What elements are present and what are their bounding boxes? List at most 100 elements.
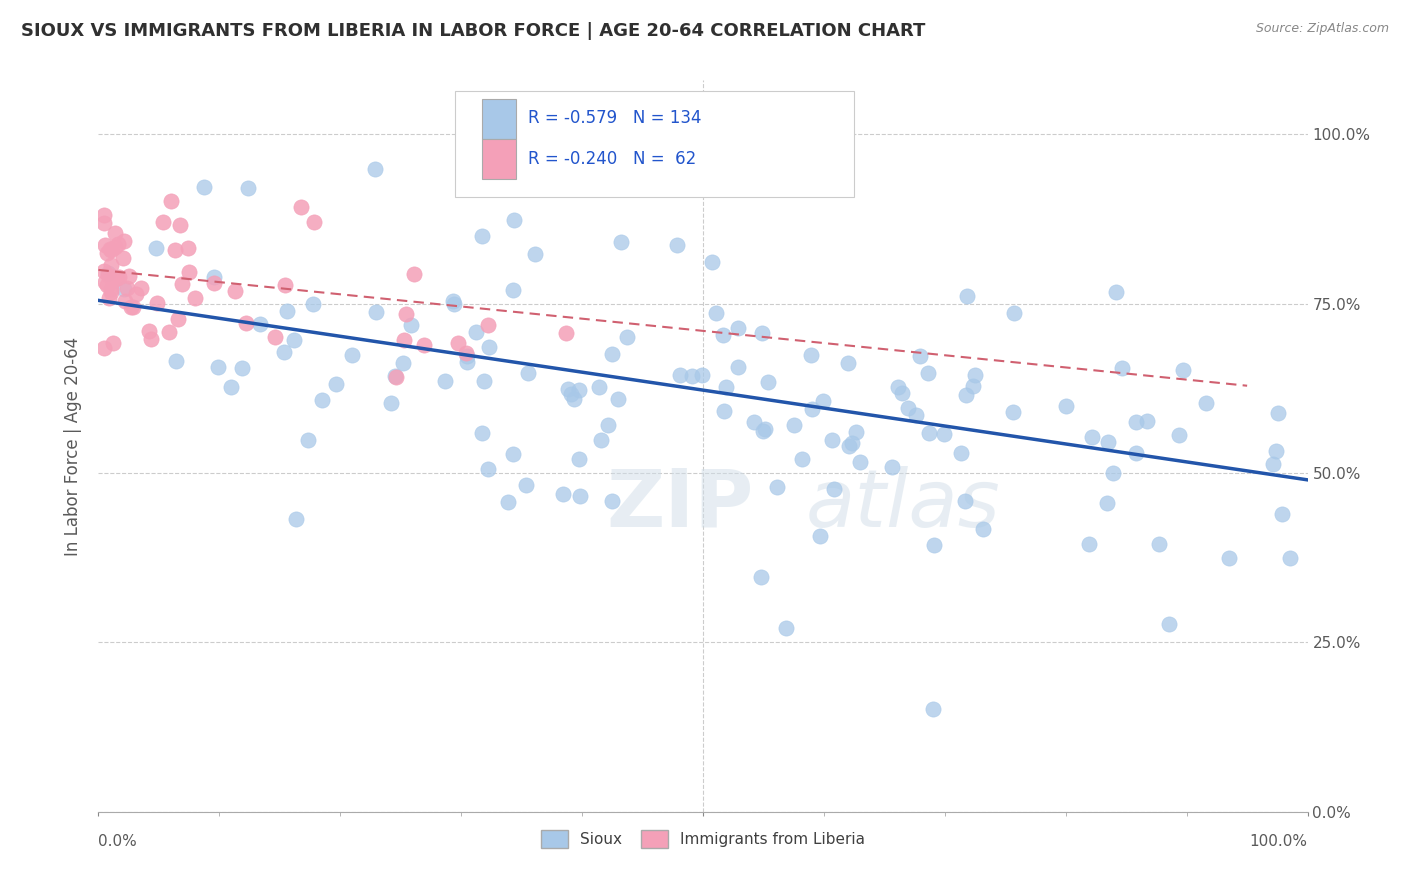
Point — [682, 368, 704, 383]
Point — [598, 417, 620, 432]
Point — [129, 281, 152, 295]
Text: R = -0.240   N =  62: R = -0.240 N = 62 — [527, 150, 696, 168]
Point — [145, 241, 167, 255]
Point — [202, 276, 225, 290]
Point — [101, 275, 124, 289]
Point — [276, 304, 298, 318]
Point — [568, 383, 591, 397]
Point — [765, 480, 787, 494]
Point — [727, 321, 749, 335]
Point — [184, 291, 207, 305]
Point — [921, 702, 943, 716]
Point — [557, 382, 579, 396]
Point — [962, 379, 984, 393]
Point — [93, 264, 115, 278]
Point — [139, 332, 162, 346]
Point — [302, 297, 325, 311]
Point — [742, 415, 765, 429]
FancyBboxPatch shape — [482, 99, 516, 139]
Point — [1002, 306, 1025, 320]
Point — [111, 252, 134, 266]
Point — [159, 194, 181, 209]
Point — [775, 621, 797, 635]
Point — [1271, 507, 1294, 521]
Point — [711, 327, 734, 342]
Point — [471, 229, 494, 244]
Point — [96, 278, 118, 293]
Point — [1195, 396, 1218, 410]
Point — [163, 243, 186, 257]
Point — [434, 374, 457, 388]
Point — [567, 452, 589, 467]
Point — [897, 401, 920, 416]
Point — [169, 218, 191, 232]
Point — [177, 242, 200, 256]
Point — [1278, 550, 1301, 565]
Point — [1097, 434, 1119, 449]
Point — [1095, 496, 1118, 510]
Point — [104, 240, 127, 254]
Point — [524, 246, 547, 260]
Point — [560, 387, 582, 401]
Point — [908, 350, 931, 364]
Point — [502, 213, 524, 227]
Text: 100.0%: 100.0% — [1250, 834, 1308, 848]
Point — [808, 529, 831, 543]
Point — [519, 163, 541, 178]
Point — [249, 317, 271, 331]
Point — [456, 349, 478, 363]
Point — [285, 512, 308, 526]
Point — [953, 494, 976, 508]
Point — [412, 338, 434, 352]
Point — [402, 268, 425, 282]
Point — [1267, 407, 1289, 421]
Point — [380, 396, 402, 410]
Point — [100, 285, 122, 300]
Point — [93, 341, 115, 355]
Point — [616, 330, 638, 344]
Point — [606, 392, 628, 406]
Point — [166, 311, 188, 326]
Text: Source: ZipAtlas.com: Source: ZipAtlas.com — [1256, 22, 1389, 36]
Point — [96, 245, 118, 260]
Y-axis label: In Labor Force | Age 20-64: In Labor Force | Age 20-64 — [65, 336, 83, 556]
Point — [97, 266, 120, 280]
Point — [845, 425, 868, 439]
Point — [1101, 466, 1123, 480]
Point — [179, 265, 201, 279]
Point — [100, 243, 122, 257]
Point — [118, 268, 141, 283]
Point — [193, 180, 215, 194]
Point — [363, 161, 385, 176]
Point — [325, 376, 347, 391]
Point — [157, 325, 180, 339]
Point — [165, 354, 187, 368]
Point — [391, 356, 413, 370]
Point — [472, 375, 495, 389]
Point — [690, 368, 713, 383]
Point — [1081, 430, 1104, 444]
Point — [112, 235, 135, 249]
Point — [1077, 537, 1099, 551]
Point — [477, 318, 499, 332]
Point — [125, 287, 148, 301]
Point — [792, 451, 814, 466]
Point — [100, 282, 122, 296]
Point — [751, 326, 773, 340]
Point — [756, 375, 779, 389]
Point — [1125, 415, 1147, 429]
Point — [384, 368, 406, 383]
Point — [478, 340, 501, 354]
Point — [1125, 445, 1147, 459]
Point — [471, 426, 494, 441]
Point — [837, 356, 859, 370]
Point — [94, 237, 117, 252]
Point — [849, 455, 872, 469]
Point — [668, 368, 690, 382]
Point — [568, 490, 591, 504]
Point — [138, 324, 160, 338]
Point — [517, 366, 540, 380]
Point — [922, 538, 945, 552]
Point — [1157, 617, 1180, 632]
Point — [107, 237, 129, 252]
